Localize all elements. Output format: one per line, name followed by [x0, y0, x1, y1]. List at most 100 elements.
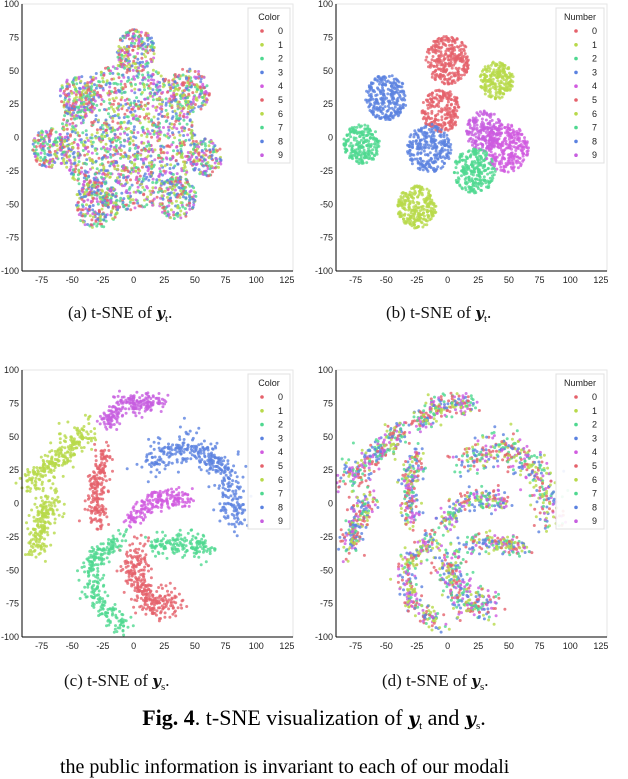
- scatter-point: [491, 142, 494, 145]
- scatter-point: [88, 101, 91, 104]
- scatter-point: [180, 145, 183, 148]
- scatter-point: [394, 106, 397, 109]
- scatter-point: [70, 162, 73, 165]
- scatter-point: [79, 110, 82, 113]
- scatter-point: [439, 140, 442, 143]
- scatter-point: [485, 157, 488, 160]
- scatter-point: [69, 133, 72, 136]
- scatter-point: [73, 105, 76, 108]
- scatter-point: [150, 118, 153, 121]
- scatter-point: [157, 117, 160, 120]
- y-tick-label: 25: [9, 99, 19, 109]
- scatter-point: [373, 101, 376, 104]
- scatter-point: [506, 77, 509, 80]
- scatter-point: [375, 98, 378, 101]
- scatter-point: [499, 81, 502, 84]
- scatter-point: [72, 152, 75, 155]
- scatter-point: [421, 221, 424, 224]
- scatter-point: [373, 154, 376, 157]
- scatter-point: [430, 217, 433, 220]
- scatter-point: [122, 87, 125, 90]
- scatter-point: [467, 150, 470, 153]
- scatter-point: [165, 97, 168, 100]
- scatter-point: [368, 98, 371, 101]
- scatter-point: [119, 83, 122, 86]
- scatter-point: [130, 83, 133, 86]
- scatter-point: [102, 196, 105, 199]
- scatter-point: [56, 144, 59, 147]
- x-tick-label: 125: [279, 275, 294, 285]
- scatter-point: [408, 140, 411, 143]
- scatter-point: [118, 180, 121, 183]
- scatter-point: [39, 159, 42, 162]
- scatter-point: [506, 89, 509, 92]
- scatter-point: [492, 86, 495, 89]
- scatter-point: [169, 181, 172, 184]
- legend-marker: [260, 153, 264, 157]
- scatter-point: [503, 67, 506, 70]
- scatter-point: [161, 194, 164, 197]
- scatter-point: [143, 83, 146, 86]
- scatter-point: [92, 103, 95, 106]
- scatter-point: [158, 188, 161, 191]
- scatter-point: [93, 178, 96, 181]
- scatter-point: [427, 112, 430, 115]
- scatter-point: [442, 133, 445, 136]
- scatter-point: [474, 162, 477, 165]
- scatter-point: [160, 164, 163, 167]
- scatter-point: [435, 103, 438, 106]
- scatter-point: [145, 145, 148, 148]
- scatter-point: [33, 152, 36, 155]
- scatter-point: [507, 171, 510, 174]
- scatter-point: [116, 128, 119, 131]
- scatter-point: [206, 92, 209, 95]
- scatter-point: [417, 212, 420, 215]
- scatter-point: [503, 126, 506, 129]
- scatter-point: [413, 216, 416, 219]
- scatter-point: [93, 222, 96, 225]
- scatter-point: [154, 106, 157, 109]
- scatter-point: [127, 170, 130, 173]
- scatter-point: [78, 87, 81, 90]
- scatter-point: [139, 61, 142, 64]
- scatter-point: [426, 168, 429, 171]
- scatter-point: [487, 90, 490, 93]
- scatter-point: [368, 94, 371, 97]
- scatter-point: [113, 129, 116, 132]
- scatter-point: [409, 217, 412, 220]
- scatter-point: [84, 91, 87, 94]
- scatter-point: [131, 114, 134, 117]
- scatter-point: [91, 159, 94, 162]
- scatter-point: [412, 205, 415, 208]
- scatter-point: [129, 198, 132, 201]
- scatter-point: [419, 157, 422, 160]
- scatter-point: [153, 124, 156, 127]
- scatter-point: [440, 167, 443, 170]
- scatter-point: [114, 136, 117, 139]
- scatter-point: [110, 106, 113, 109]
- scatter-point: [140, 31, 143, 34]
- scatter-point: [68, 158, 71, 161]
- scatter-point: [66, 119, 69, 122]
- y-tick-label: -50: [6, 199, 19, 209]
- scatter-point: [393, 78, 396, 81]
- scatter-point: [106, 79, 109, 82]
- scatter-point: [176, 153, 179, 156]
- scatter-point: [130, 111, 133, 114]
- scatter-point: [174, 189, 177, 192]
- scatter-point: [92, 122, 95, 125]
- scatter-point: [131, 168, 134, 171]
- scatter-point: [144, 45, 147, 48]
- scatter-point: [126, 176, 129, 179]
- scatter-point: [48, 140, 51, 143]
- scatter-point: [181, 184, 184, 187]
- scatter-point: [357, 154, 360, 157]
- scatter-point: [142, 108, 145, 111]
- scatter-point: [425, 56, 428, 59]
- scatter-point: [121, 49, 124, 52]
- scatter-point: [74, 138, 77, 141]
- scatter-point: [137, 118, 140, 121]
- scatter-point: [402, 103, 405, 106]
- scatter-point: [422, 168, 425, 171]
- scatter-point: [182, 119, 185, 122]
